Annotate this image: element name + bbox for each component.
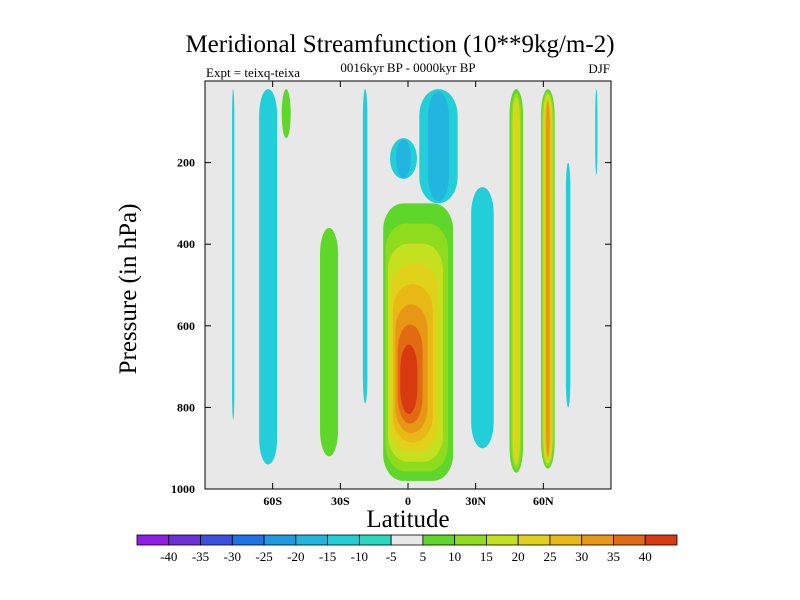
experiment-label: Expt = teixq-teixa	[206, 65, 300, 80]
colorbar-label: 40	[639, 549, 652, 564]
y-tick-label: 800	[177, 400, 195, 414]
colorbar-label: -20	[287, 549, 304, 564]
colorbar: -40 -35 -30 -25 -20 -15 -10 -5 5 10 15 20 25 30 35 40	[136, 534, 678, 564]
colorbar-label: 10	[448, 549, 461, 564]
x-axis: 60S 30S 0 30N 60N	[263, 81, 554, 508]
colorbar-swatch	[486, 534, 519, 546]
colorbar-label: 30	[575, 549, 588, 564]
colorbar-swatch	[295, 534, 328, 546]
colorbar-swatch	[644, 534, 678, 546]
upper-minimum-east-level--15	[427, 91, 449, 202]
column-48n-level-25	[514, 100, 519, 462]
x-tick-label: 0	[405, 494, 411, 508]
colorbar-label: -35	[192, 549, 209, 564]
y-tick-label: 200	[177, 156, 195, 170]
colorbar-label: -30	[224, 549, 241, 564]
chart-subtitle: 0016kyr BP - 0000kyr BP	[340, 60, 475, 75]
colorbar-swatch	[390, 534, 424, 546]
x-tick-label: 30N	[465, 494, 486, 508]
colorbar-swatch	[231, 534, 265, 546]
colorbar-label: -5	[386, 549, 397, 564]
y-tick-label: 1000	[171, 482, 195, 496]
x-axis-label: Latitude	[366, 506, 449, 533]
y-tick-label: 600	[177, 319, 195, 333]
column-35s-level-10	[320, 227, 339, 457]
tropical-cell-level-45	[400, 344, 418, 415]
chart-title: Meridional Streamfunction (10**9kg/m-2)	[185, 31, 614, 58]
upper-minimum-west-level--15	[396, 138, 411, 179]
x-tick-label: 60S	[263, 494, 282, 508]
colorbar-swatch	[422, 534, 456, 546]
colorbar-label: -25	[255, 549, 272, 564]
column-72n-level--10	[565, 162, 571, 408]
colorbar-swatch	[263, 534, 297, 546]
colorbar-swatch	[200, 534, 233, 546]
contour-fills	[232, 89, 598, 481]
x-tick-label: 60N	[533, 494, 554, 508]
y-axis-label: Pressure (in hPa)	[115, 204, 142, 375]
colorbar-label: -15	[319, 549, 336, 564]
colorbar-label: 20	[512, 549, 525, 564]
column-31n-level--10	[471, 187, 494, 449]
colorbar-swatch	[168, 534, 201, 546]
column-63n-level-35	[546, 101, 550, 456]
colorbar-swatch	[454, 534, 487, 546]
colorbar-swatch	[136, 534, 170, 546]
y-axis: 200 400 600 800 1000	[171, 156, 611, 496]
colorbar-label: -40	[160, 549, 177, 564]
column-18s-level--10	[362, 89, 368, 404]
x-tick-label: 30S	[331, 494, 350, 508]
colorbar-label: 35	[607, 549, 620, 564]
colorbar-swatch	[581, 534, 614, 546]
season-label: DJF	[588, 61, 610, 76]
y-tick-label: 400	[177, 237, 195, 251]
column-84n-level--10	[595, 89, 598, 175]
colorbar-swatch	[358, 534, 392, 546]
colorbar-swatch	[613, 534, 646, 546]
colorbar-label: 25	[543, 549, 556, 564]
colorbar-label: 15	[480, 549, 493, 564]
colorbar-swatch	[517, 534, 551, 546]
column-63s-level--10	[259, 89, 278, 465]
colorbar-label: 5	[420, 549, 427, 564]
colorbar-label: -10	[351, 549, 368, 564]
colorbar-swatch	[327, 534, 360, 546]
column-78s-level--10	[232, 89, 235, 420]
colorbar-swatch	[549, 534, 583, 546]
column-56s-level-10	[281, 89, 291, 139]
